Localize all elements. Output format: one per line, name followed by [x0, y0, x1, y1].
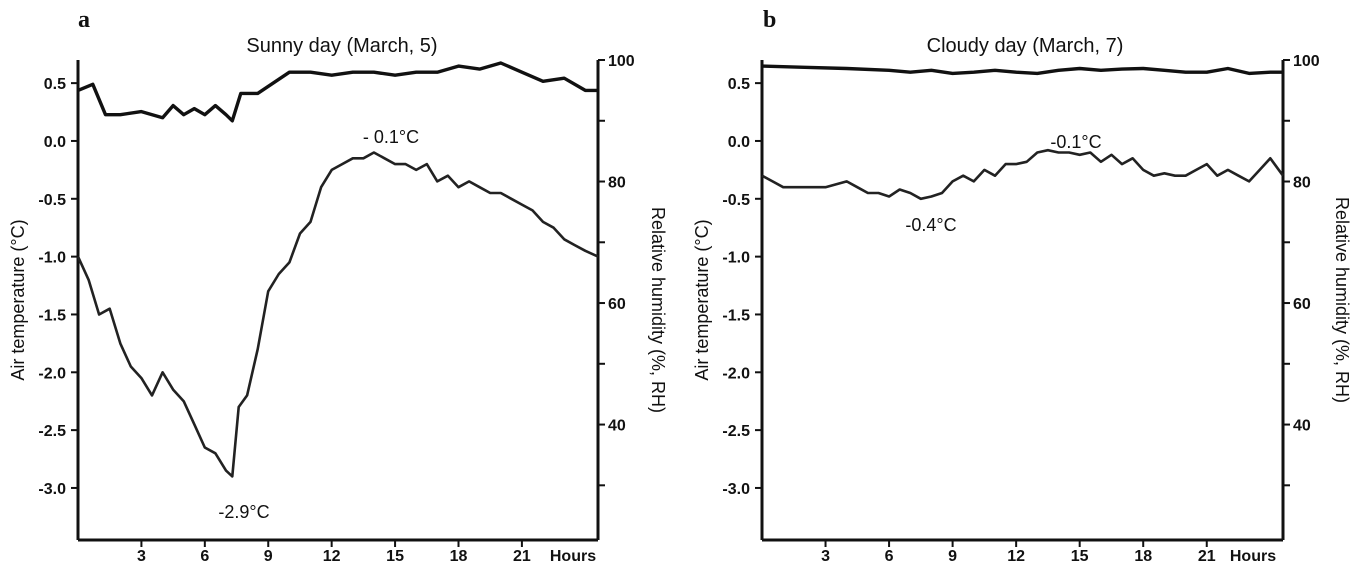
panel-a-left-tick-label: -1.5 — [38, 307, 66, 324]
panel-a-left-tick-label: -0.5 — [38, 192, 66, 209]
panel-b-right-tick-label: 40 — [1293, 418, 1311, 435]
panel-b-ylabel-left: Air temperature (°C) — [692, 219, 712, 380]
panel-a-x-tick-label: 21 — [513, 548, 531, 565]
panel-a-series — [76, 61, 599, 478]
panel-a-x-tick-label: 15 — [386, 548, 404, 565]
panel-a-x-tick-label: 18 — [450, 548, 468, 565]
panel-a-right-tick-label: 40 — [608, 418, 626, 435]
panel-b: b Cloudy day (March, 7) 0.5 0.0 -0.5 -1.0 -1… — [692, 7, 1352, 565]
panel-b-annotation-max: -0.1°C — [1050, 132, 1101, 152]
panel-b-x-tick-label: 6 — [885, 548, 894, 565]
panel-b-axes — [760, 60, 1285, 542]
panel-b-left-ticks: 0.5 0.0 -0.5 -1.0 -1.5 -2.0 -2.5 -3.0 — [722, 76, 762, 498]
panel-b-x-tick-label: 9 — [948, 548, 957, 565]
panel-a-axes — [76, 60, 600, 542]
panel-b-left-tick-label: -2.5 — [722, 423, 750, 440]
panel-b-ylabel-right: Relative humidity (%, RH) — [1332, 197, 1352, 403]
panel-b-humidity-line — [761, 64, 1283, 76]
panel-a-left-tick-label: -2.5 — [38, 423, 66, 440]
panel-b-left-tick-label: -1.0 — [722, 250, 750, 267]
panel-b-right-tick-label: 80 — [1293, 175, 1311, 192]
panel-b-series — [761, 64, 1285, 201]
panel-b-left-tick-label: 0.0 — [728, 134, 750, 151]
panel-a-left-tick-label: 0.5 — [44, 76, 66, 93]
panel-b-left-tick-label: -2.0 — [722, 365, 750, 382]
panel-b-x-tick-label: 21 — [1198, 548, 1216, 565]
panel-a-annotation-min: -2.9°C — [218, 502, 269, 522]
panel-a-x-tick-label: 3 — [137, 548, 146, 565]
panel-b-left-tick-label: 0.5 — [728, 76, 750, 93]
panel-b-xlabel: Hours — [1230, 548, 1276, 565]
panel-a-x-tick-label: 9 — [264, 548, 273, 565]
panel-b-right-ticks: 100 80 60 40 — [1283, 53, 1320, 487]
panel-a-x-tick-label: 12 — [323, 548, 341, 565]
panel-a-right-tick-label: 100 — [608, 53, 635, 70]
panel-b-annotation-min: -0.4°C — [905, 215, 956, 235]
panel-b-right-tick-label: 100 — [1293, 53, 1320, 70]
panel-b-title: Cloudy day (March, 7) — [927, 35, 1124, 57]
panel-a-left-tick-label: -2.0 — [38, 365, 66, 382]
panel-b-right-tick-label: 60 — [1293, 296, 1311, 313]
panel-a-ylabel-left: Air temperature (°C) — [8, 219, 28, 380]
panel-b-x-tick-label: 18 — [1134, 548, 1152, 565]
panel-b-x-tick-label: 12 — [1007, 548, 1025, 565]
panel-letter-b: b — [763, 7, 776, 33]
panel-a-temperature-line — [76, 151, 599, 478]
panel-a: a Sunny day (March, 5) 0.5 0.0 -0.5 -1.0 -1.… — [8, 7, 668, 565]
panel-b-left-tick-label: -0.5 — [722, 192, 750, 209]
panel-a-left-tick-label: -3.0 — [38, 481, 66, 498]
panel-a-right-tick-label: 80 — [608, 175, 626, 192]
panel-a-x-ticks: 3 6 9 12 15 18 21 — [137, 540, 531, 565]
panel-a-right-ticks: 100 80 60 40 — [598, 53, 635, 487]
panel-b-x-ticks: 3 6 9 12 15 18 21 — [821, 540, 1216, 565]
panel-b-x-tick-label: 15 — [1071, 548, 1089, 565]
panel-a-annotation-max: - 0.1°C — [363, 127, 419, 147]
panel-b-temperature-line — [761, 148, 1285, 201]
panel-a-x-tick-label: 6 — [200, 548, 209, 565]
panel-a-left-ticks: 0.5 0.0 -0.5 -1.0 -1.5 -2.0 -2.5 -3.0 — [38, 76, 78, 498]
panel-b-x-tick-label: 3 — [821, 548, 830, 565]
panel-b-left-tick-label: -3.0 — [722, 481, 750, 498]
panel-a-right-tick-label: 60 — [608, 296, 626, 313]
panel-a-humidity-line — [77, 61, 598, 123]
panel-a-title: Sunny day (March, 5) — [246, 35, 437, 57]
panel-letter-a: a — [78, 7, 90, 33]
panel-a-ylabel-right: Relative humidity (%, RH) — [648, 207, 668, 413]
panel-a-left-tick-label: -1.0 — [38, 250, 66, 267]
panel-a-left-tick-label: 0.0 — [44, 134, 66, 151]
panel-b-left-tick-label: -1.5 — [722, 307, 750, 324]
panel-a-xlabel: Hours — [550, 548, 596, 565]
